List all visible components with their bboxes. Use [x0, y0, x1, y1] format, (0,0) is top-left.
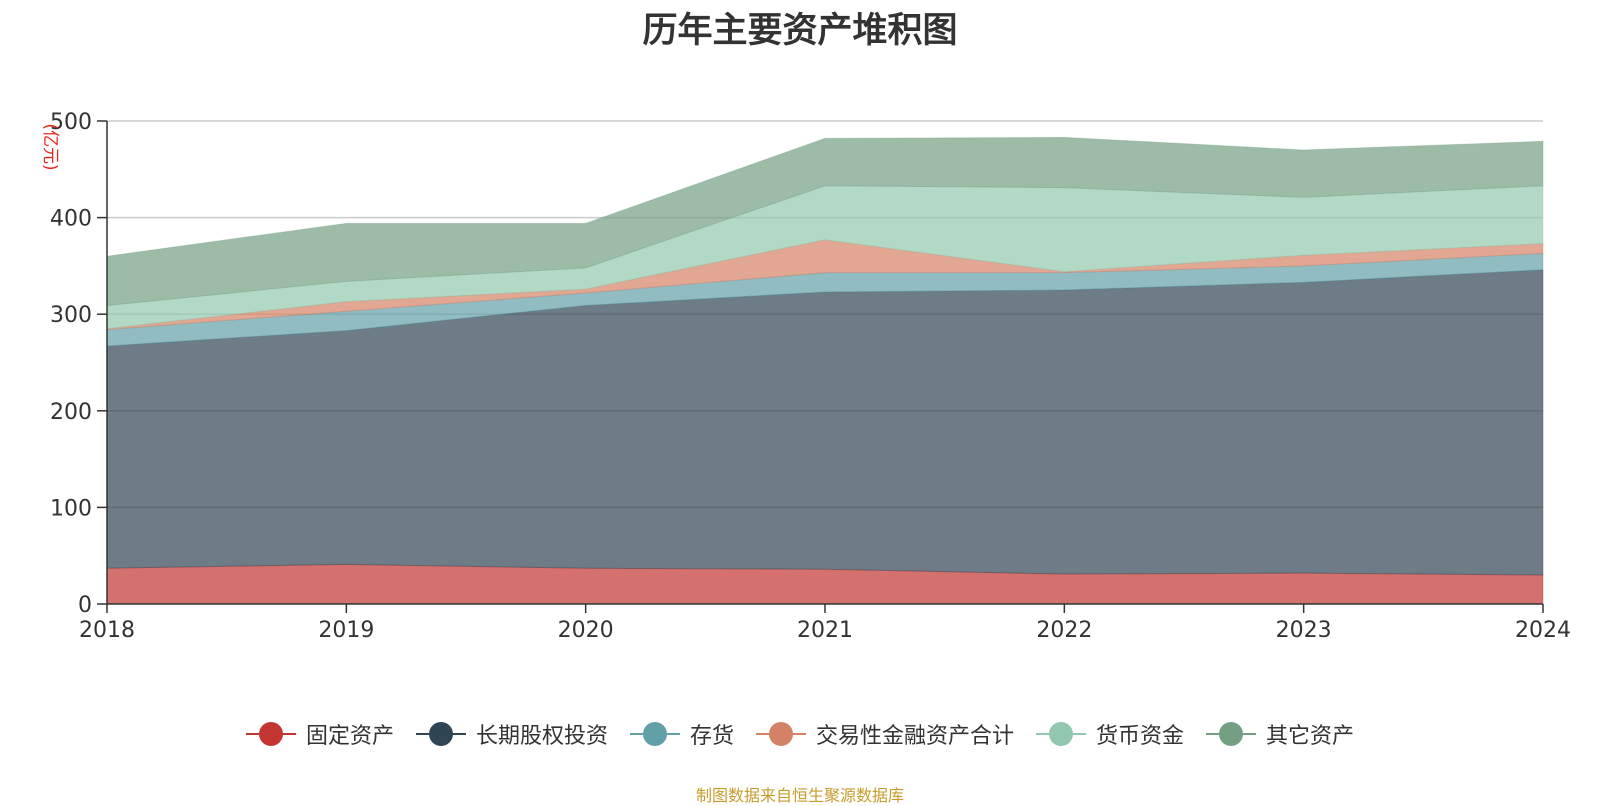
- legend-item[interactable]: 长期股权投资: [415, 718, 608, 750]
- area-series-其它资产: [106, 136, 1544, 307]
- y-tick-label: 300: [50, 303, 92, 328]
- x-tick-label: 2021: [797, 618, 853, 643]
- chart-title: 历年主要资产堆积图: [642, 11, 958, 51]
- x-tick-label: 2023: [1276, 618, 1332, 643]
- area-series: [106, 136, 1544, 605]
- legend-item[interactable]: 存货: [629, 718, 734, 750]
- legend-label: 固定资产: [305, 724, 394, 749]
- source-note: 制图数据来自恒生聚源数据库: [695, 786, 904, 805]
- legend-item[interactable]: 其它资产: [1206, 718, 1354, 750]
- y-axis-unit: (亿元): [40, 123, 60, 170]
- legend-marker-icon: [1206, 721, 1257, 747]
- legend-label: 长期股权投资: [475, 724, 608, 749]
- legend-item[interactable]: 固定资产: [245, 718, 394, 750]
- y-tick-label: 500: [50, 110, 92, 135]
- legend-marker-icon: [415, 721, 466, 747]
- legend-label: 货币资金: [1096, 724, 1185, 749]
- x-tick-label: 2019: [318, 618, 374, 643]
- x-tick-label: 2018: [79, 618, 135, 643]
- legend-item[interactable]: 交易性金融资产合计: [756, 718, 1014, 750]
- x-tick-label: 2020: [558, 618, 614, 643]
- x-tick-label: 2022: [1036, 618, 1092, 643]
- legend-label: 存货: [689, 724, 734, 749]
- area-series-货币资金: [106, 185, 1544, 330]
- y-tick-label: 400: [50, 207, 92, 232]
- tick-labels: 0 100 200 300 400 500 2018 2019 2020 2021 2022 2023…: [50, 110, 1571, 643]
- x-tick-label: 2024: [1515, 618, 1571, 643]
- legend-item[interactable]: 货币资金: [1036, 718, 1184, 750]
- y-tick-label: 100: [50, 496, 92, 521]
- legend: 固定资产 长期股权投资 存货 交易性金融资产合计 货币资金 其它资产: [0, 718, 1600, 750]
- y-tick-label: 0: [78, 593, 92, 618]
- legend-marker-icon: [1036, 721, 1087, 747]
- legend-marker-icon: [245, 721, 296, 747]
- area-series-存货: [106, 252, 1544, 347]
- legend-label: 其它资产: [1266, 724, 1355, 749]
- area-series-交易性金融资产合计: [106, 239, 1544, 331]
- y-tick-label: 200: [50, 400, 92, 425]
- legend-marker-icon: [756, 721, 806, 747]
- legend-label: 交易性金融资产合计: [816, 724, 1015, 749]
- legend-marker-icon: [629, 721, 680, 747]
